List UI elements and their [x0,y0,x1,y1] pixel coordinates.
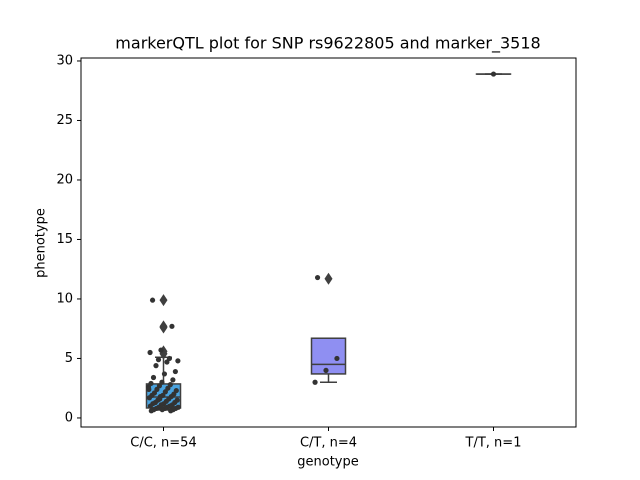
y-axis-label: phenotype [34,208,49,278]
data-point [172,368,178,375]
y-tick-label: 0 [65,410,73,425]
data-point [490,71,497,77]
data-point [161,371,168,377]
data-point [146,395,153,401]
y-tick-label: 25 [56,113,73,128]
y-tick-label: 20 [56,172,73,187]
x-tick-label: C/C, n=54 [130,436,196,451]
y-tick-label: 5 [65,351,73,366]
x-tick-label: C/T, n=4 [300,436,357,451]
data-point [150,374,157,381]
data-point [147,403,153,409]
data-point [155,357,162,363]
plot-frame [80,57,577,428]
box [310,337,347,375]
data-point [146,386,152,392]
data-point [175,358,181,364]
data-point [157,396,163,402]
data-point [168,408,174,414]
data-point [334,355,340,362]
data-point [169,323,175,329]
y-tick-label: 15 [56,232,73,247]
data-point [148,408,154,414]
data-point [158,347,164,353]
data-point [164,359,170,365]
outlier [159,294,168,307]
chart-title: markerQTL plot for SNP rs9622805 and mar… [115,34,540,54]
x-axis-label: genotype [297,455,358,470]
data-point [149,297,156,303]
data-point [314,274,321,281]
data-point [147,349,153,356]
data-point [159,407,165,413]
data-point [312,379,318,385]
data-point [323,367,329,373]
outlier [324,272,333,285]
y-tick-label: 30 [56,53,73,68]
outlier [159,321,168,334]
x-tick-label: T/T, n=1 [465,436,522,451]
data-point [153,362,159,369]
y-tick-label: 10 [56,291,73,306]
data-point [170,377,176,383]
